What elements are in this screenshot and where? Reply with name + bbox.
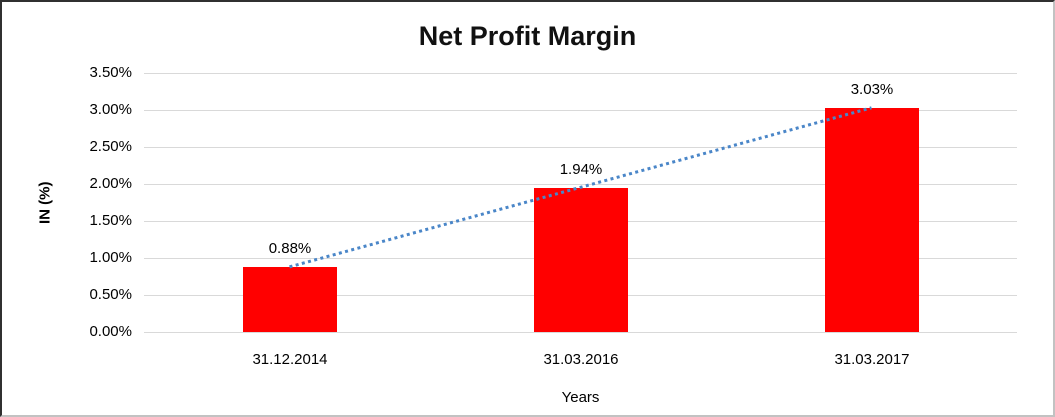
gridline <box>144 332 1017 333</box>
bar-value-label: 3.03% <box>850 81 894 98</box>
chart-title: Net Profit Margin <box>418 21 637 51</box>
y-tick-label: 3.00% <box>89 101 132 118</box>
y-tick-label: 1.00% <box>89 249 132 266</box>
bar <box>825 108 919 332</box>
x-tick-label: 31.12.2014 <box>252 351 328 368</box>
y-tick-label: 1.50% <box>89 212 132 229</box>
x-tick-label: 31.03.2017 <box>834 351 910 368</box>
y-tick-label: 0.50% <box>89 286 132 303</box>
y-tick-label: 2.50% <box>89 138 132 155</box>
x-axis-title: Years <box>561 389 600 406</box>
bar-value-label: 0.88% <box>268 240 312 257</box>
y-tick-label: 0.00% <box>89 323 132 340</box>
bar <box>243 267 337 332</box>
gridline <box>144 73 1017 74</box>
y-tick-label: 2.00% <box>89 175 132 192</box>
bar-value-label: 1.94% <box>559 161 603 178</box>
x-tick-label: 31.03.2016 <box>543 351 619 368</box>
bar <box>534 188 628 332</box>
y-tick-label: 3.50% <box>89 64 132 81</box>
